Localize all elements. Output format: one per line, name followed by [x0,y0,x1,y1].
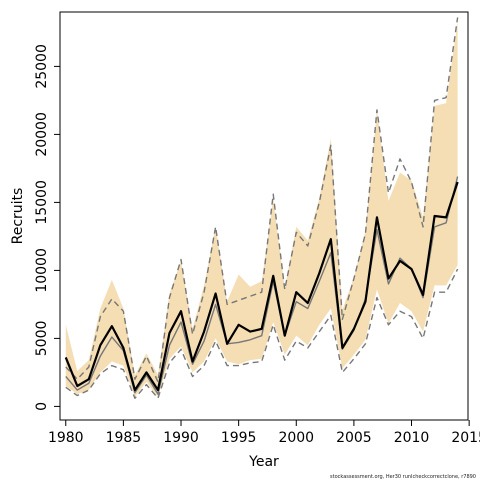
plot-frame [59,11,469,421]
footnote: stockassessment.org, Her30 runlcheckcorr… [330,474,476,480]
x-tick-label: 2010 [394,430,430,446]
y-tick-label: 20000 [34,112,50,157]
x-axis-title: Year [248,454,279,470]
x-tick-label: 2015 [451,430,480,446]
y-tick-label: 10000 [34,248,50,293]
y-tick-label: 25000 [34,44,50,89]
estimate-line [64,181,459,392]
y-tick-label: 5000 [34,321,50,357]
y-axis-title: Recruits [10,188,26,245]
series-layer [64,17,459,399]
y-axis: 0 5000 10000 15000 20000 25000 [34,44,60,411]
y-tick-label: 15000 [34,180,50,225]
x-tick-label: 1980 [48,430,84,446]
x-tick-label: 2000 [278,430,314,446]
x-tick-label: 2005 [336,430,372,446]
confidence-band-layer [65,21,458,397]
confidence-band [65,21,458,397]
x-tick-label: 1995 [221,430,257,446]
x-tick-label: 1990 [163,430,199,446]
x-axis: 1980 1985 1990 1995 2000 2005 2010 2015 [48,420,480,446]
lower-bound-line [65,268,459,399]
x-tick-label: 1985 [106,430,142,446]
upper-bound-line [65,17,459,383]
y-tick-label: 0 [34,402,50,411]
